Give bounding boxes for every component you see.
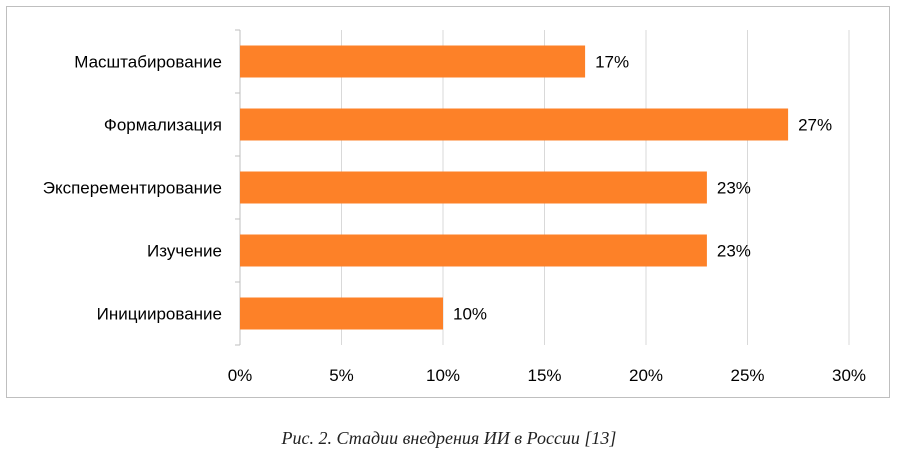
bar-chart: Масштабирование Формализация Эксперементир… — [43, 29, 866, 385]
x-tick-label: 10% — [426, 366, 460, 385]
bar — [240, 297, 443, 330]
bar — [240, 171, 707, 204]
category-labels: Масштабирование Формализация Эксперементир… — [43, 53, 222, 324]
data-label: 27% — [798, 116, 832, 135]
data-labels: 17% 27% 23% 23% 10% — [453, 53, 832, 324]
category-label: Эксперементирование — [43, 179, 222, 198]
x-tick-label: 15% — [527, 366, 561, 385]
data-label: 17% — [595, 53, 629, 72]
category-label: Масштабирование — [74, 53, 222, 72]
x-tick-labels: 0% 5% 10% 15% 20% 25% 30% — [228, 366, 866, 385]
grid-layer — [235, 29, 850, 346]
category-label: Формализация — [104, 116, 222, 135]
x-tick-label: 0% — [228, 366, 253, 385]
figure-caption: Рис. 2. Стадии внедрения ИИ в России [13… — [281, 428, 617, 448]
data-label: 23% — [717, 242, 751, 261]
bar-layer — [240, 45, 789, 330]
bar — [240, 45, 586, 78]
x-tick-label: 20% — [629, 366, 663, 385]
category-label: Инициирование — [97, 305, 222, 324]
category-label: Изучение — [147, 242, 222, 261]
x-tick-label: 25% — [730, 366, 764, 385]
x-tick-label: 30% — [832, 366, 866, 385]
data-label: 23% — [717, 179, 751, 198]
x-tick-label: 5% — [329, 366, 354, 385]
bar — [240, 234, 707, 267]
data-label: 10% — [453, 305, 487, 324]
bar — [240, 108, 789, 141]
